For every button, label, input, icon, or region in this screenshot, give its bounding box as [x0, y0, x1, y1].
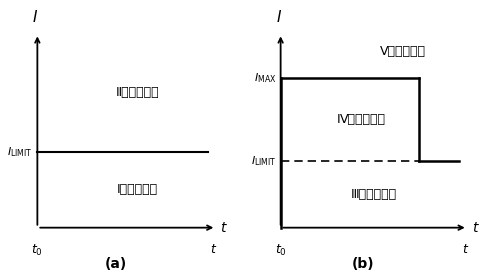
Text: $t$: $t$: [462, 243, 469, 256]
Text: Ⅱ「中断」区: Ⅱ「中断」区: [116, 86, 159, 99]
Text: t: t: [221, 221, 226, 235]
Text: Ⅰ正常工作区: Ⅰ正常工作区: [117, 183, 158, 196]
Text: $t$: $t$: [211, 243, 218, 256]
Text: Ⅲ正常工作区: Ⅲ正常工作区: [351, 188, 397, 201]
Text: $I_{\rm LIMIT}$: $I_{\rm LIMIT}$: [251, 154, 276, 168]
Text: (b): (b): [352, 257, 374, 271]
Text: $t_0$: $t_0$: [275, 243, 287, 258]
Text: (a): (a): [105, 257, 127, 271]
Text: $t_0$: $t_0$: [31, 243, 43, 258]
Text: Ⅳ「屏蔽」区: Ⅳ「屏蔽」区: [336, 113, 385, 126]
Text: I: I: [33, 9, 37, 25]
Text: t: t: [472, 221, 478, 235]
Text: $I_{\rm LIMIT}$: $I_{\rm LIMIT}$: [7, 145, 33, 159]
Text: $I_{\rm MAX}$: $I_{\rm MAX}$: [254, 71, 276, 85]
Text: V「中断」区: V「中断」区: [380, 45, 426, 58]
Text: I: I: [276, 9, 281, 25]
